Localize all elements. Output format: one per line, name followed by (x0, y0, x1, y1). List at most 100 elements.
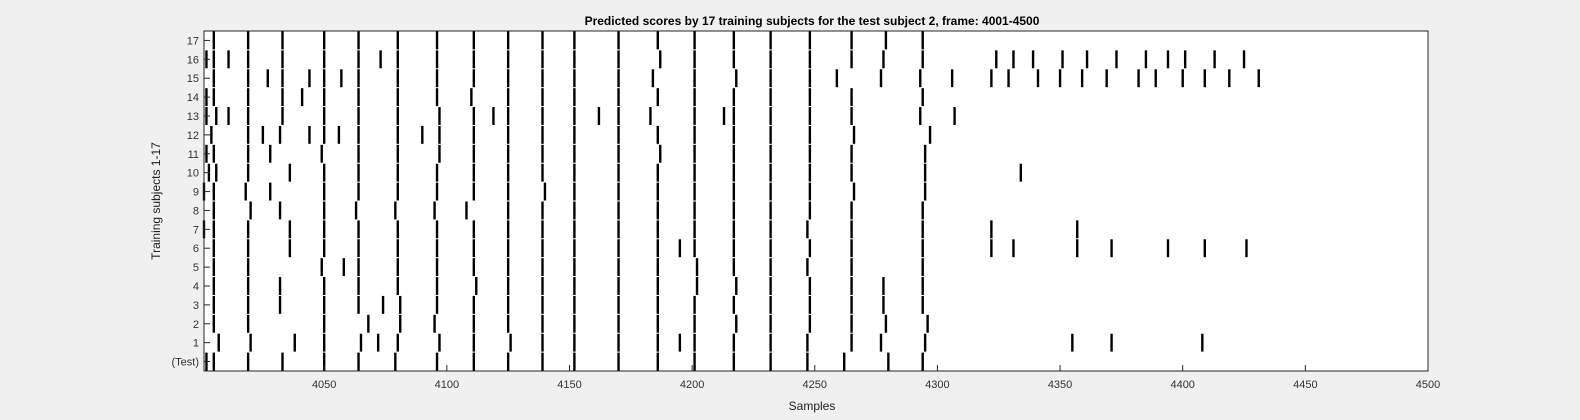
event-mark (357, 182, 360, 201)
event-mark (656, 333, 659, 352)
event-mark (808, 163, 812, 182)
event-mark (322, 125, 326, 144)
event-mark (506, 201, 510, 220)
event-mark (695, 277, 699, 295)
event-mark (769, 295, 772, 314)
event-mark (541, 31, 544, 50)
event-mark (509, 333, 512, 352)
y-axis-label: Training subjects 1-17 (149, 142, 163, 260)
event-mark (506, 144, 510, 163)
event-mark (808, 31, 812, 50)
event-mark (472, 352, 476, 371)
event-mark (769, 31, 772, 50)
event-mark (1203, 69, 1206, 88)
event-mark (573, 107, 576, 125)
event-mark (357, 144, 360, 163)
event-mark (1012, 239, 1015, 258)
event-mark (212, 352, 216, 371)
event-marks (202, 31, 1260, 371)
event-mark (212, 277, 216, 295)
event-mark (506, 50, 510, 69)
event-mark (573, 69, 576, 88)
event-mark (656, 125, 659, 144)
event-mark (288, 220, 292, 239)
event-mark (506, 125, 510, 144)
event-mark (357, 69, 360, 88)
event-mark (732, 182, 736, 201)
y-tick-label: 6 (193, 243, 199, 255)
event-mark (693, 333, 696, 352)
event-mark (722, 107, 726, 125)
event-mark (506, 352, 510, 371)
event-mark (1213, 50, 1216, 69)
event-mark (769, 352, 772, 371)
event-mark (396, 50, 399, 69)
event-mark (394, 201, 397, 220)
event-mark (573, 258, 576, 277)
event-mark (617, 277, 620, 295)
event-mark (1071, 333, 1074, 352)
event-mark (357, 277, 360, 295)
event-mark (808, 201, 812, 220)
event-mark (693, 50, 696, 69)
event-mark (919, 69, 922, 88)
event-mark (506, 31, 510, 50)
event-mark (288, 239, 292, 258)
event-mark (617, 69, 620, 88)
event-mark (573, 144, 576, 163)
event-mark (808, 182, 812, 201)
event-mark (806, 352, 809, 371)
event-mark (990, 220, 993, 239)
event-mark (541, 239, 544, 258)
event-mark (769, 88, 772, 107)
event-mark (656, 220, 659, 239)
event-mark (882, 295, 885, 314)
event-mark (850, 163, 853, 182)
event-mark (435, 31, 439, 50)
event-mark (421, 125, 424, 144)
event-mark (656, 314, 659, 333)
y-tick-label: 12 (187, 130, 199, 142)
event-mark (322, 314, 326, 333)
x-axis: 4050 4100 4150 4200 4250 4300 4350 4400 4450 4500 (312, 365, 1440, 391)
event-mark (617, 125, 620, 144)
event-mark (396, 125, 399, 144)
event-mark (693, 125, 696, 144)
event-mark (732, 239, 736, 258)
event-mark (357, 295, 360, 314)
event-mark (735, 277, 738, 295)
event-mark (322, 220, 326, 239)
event-mark (438, 144, 441, 163)
event-mark (808, 295, 812, 314)
event-mark (396, 107, 399, 125)
event-mark (470, 88, 473, 107)
plot-area (204, 31, 1428, 371)
event-mark (573, 182, 576, 201)
event-mark (359, 333, 363, 352)
event-mark (617, 239, 620, 258)
event-mark (732, 88, 736, 107)
event-mark (472, 182, 476, 201)
event-mark (769, 107, 772, 125)
event-mark (573, 50, 576, 69)
event-mark (693, 163, 696, 182)
y-tick-label: 2 (193, 319, 199, 331)
event-mark (850, 31, 853, 50)
event-mark (656, 201, 659, 220)
event-mark (921, 31, 924, 50)
event-mark (472, 125, 476, 144)
event-mark (921, 220, 924, 239)
event-mark (217, 333, 220, 352)
event-mark (322, 277, 326, 295)
x-tick-label: 4150 (557, 379, 581, 391)
event-mark (246, 295, 250, 314)
event-mark (506, 69, 510, 88)
event-mark (354, 201, 358, 220)
event-mark (617, 88, 620, 107)
event-mark (472, 144, 476, 163)
event-mark (541, 88, 544, 107)
event-mark (320, 258, 323, 277)
y-tick-label: 17 (187, 35, 199, 47)
event-mark (210, 125, 213, 144)
event-mark (887, 352, 890, 371)
